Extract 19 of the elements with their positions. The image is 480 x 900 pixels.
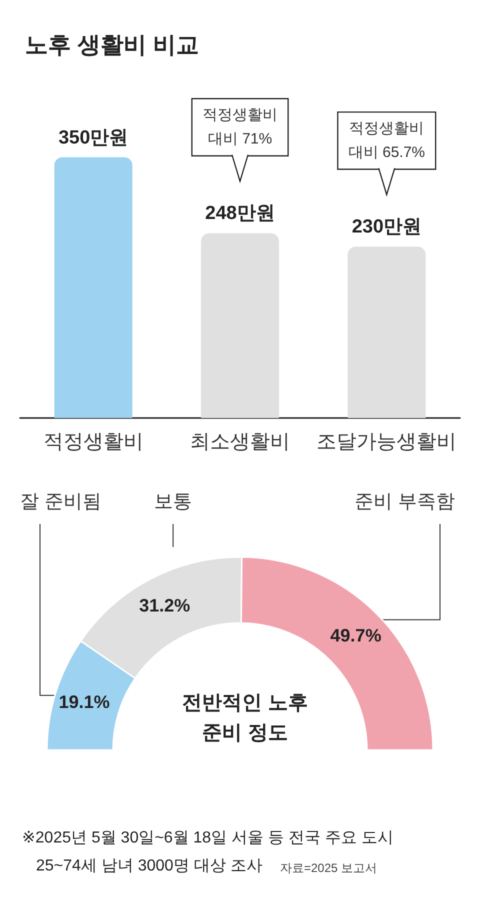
annotation: 적정생활비 대비 65.7% xyxy=(348,120,426,162)
text: 25~74세 남녀 3000명 대상 조사 xyxy=(36,858,262,874)
slice-label: 보통 xyxy=(154,492,192,512)
data-label: 49.7% xyxy=(330,625,382,646)
slice-label: 준비 부족함 xyxy=(354,492,455,512)
x-tick-label: 최소생활비 xyxy=(190,431,290,453)
data-label: 19.1% xyxy=(58,692,110,712)
data-label: 248만원 xyxy=(205,203,275,224)
data-label: 230만원 xyxy=(352,216,422,238)
data-label: 31.2% xyxy=(139,595,190,616)
x-tick-label: 조달가능생활비 xyxy=(316,431,457,453)
text: 전반적인 노후 준비 정도 xyxy=(182,692,308,744)
data-label: 350만원 xyxy=(58,127,128,148)
text: ※2025년 5월 30일~6월 18일 서울 등 전국 주요 도시 xyxy=(22,830,394,846)
slice-label: 잘 준비됨 xyxy=(20,492,102,512)
chart-title: 노후 생활비 비교 xyxy=(25,32,199,58)
text: 자료=2025 보고서 xyxy=(280,861,378,875)
text: 적정생활비 대비 71% xyxy=(202,106,278,148)
x-tick-label: 적정생활비 xyxy=(43,431,144,453)
